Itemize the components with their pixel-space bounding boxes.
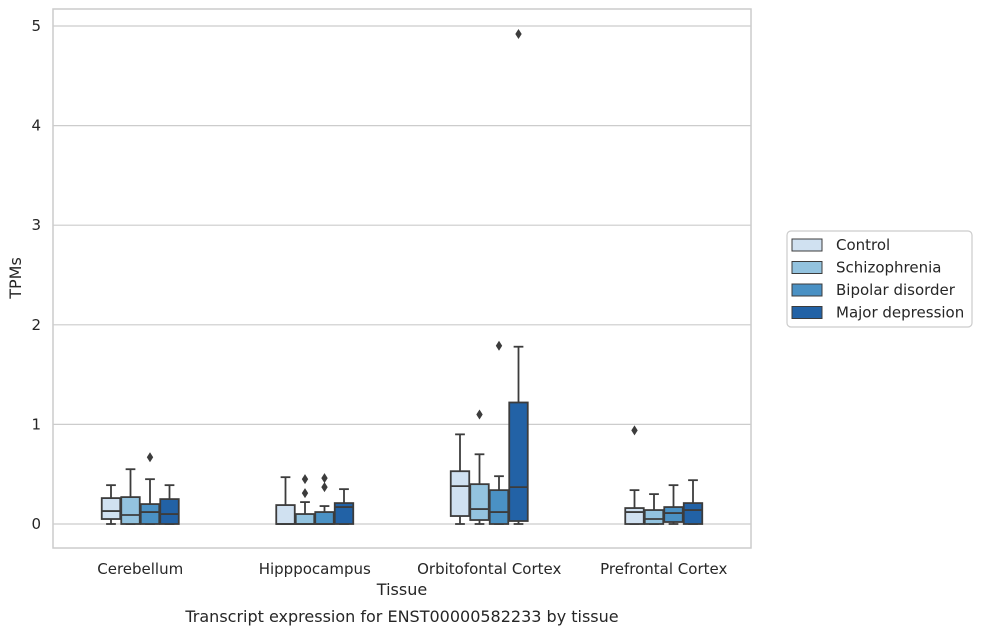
legend-swatch-2 [791,283,823,297]
legend-label-0: Control [836,236,890,254]
x-tick-label-0: Cerebellum [97,560,183,578]
box-3-2 [663,484,684,525]
outlier-point [476,409,483,420]
box-iqr [469,483,490,521]
outlier-point [301,488,309,499]
x-tick-label-2: Orbitofontal Cortex [417,560,561,578]
box-2-1 [469,409,490,525]
box-2-2 [488,340,510,525]
chart-caption: Transcript expression for ENST0000058223… [184,607,618,626]
y-axis-label: TPMs [6,257,25,300]
legend-swatch-1 [791,261,823,274]
plot-frame [52,8,752,549]
box-iqr [333,502,355,525]
box-3-0 [624,425,645,525]
outlier-point [146,452,154,463]
y-tick-label-4: 4 [31,117,41,135]
box-1-3 [333,488,355,525]
box-0-0 [100,484,122,525]
box-0-3 [159,484,180,525]
box-1-0 [275,476,296,525]
plot-background [53,9,751,548]
y-tick-label-0: 0 [31,515,41,533]
box-iqr [624,507,645,525]
y-tick-label-1: 1 [31,415,41,433]
boxes-layer [100,28,704,525]
legend-label-1: Schizophrenia [836,259,941,277]
box-3-1 [643,493,665,525]
box-iqr [488,489,510,525]
box-1-1 [294,474,316,525]
legend-label-2: Bipolar disorder [836,281,956,299]
outlier-point [321,482,328,493]
legend-swatch-3 [791,306,823,319]
box-iqr [139,503,161,525]
y-tick-label-3: 3 [31,216,41,234]
x-tick-label-1: Hipppocampus [259,560,371,578]
legend-label-3: Major depression [836,304,964,322]
box-iqr [275,504,296,525]
box-iqr [663,506,684,523]
box-iqr [159,498,180,525]
box-iqr [120,496,141,525]
y-tick-label-2: 2 [31,316,41,334]
x-tick-label-3: Prefrontal Cortex [600,560,727,578]
x-axis-label: Tissue [376,580,427,599]
legend: Control Schizophrenia Bipolar disorder Majo… [786,230,973,328]
outlier-point [495,340,503,351]
outlier-point [631,425,638,436]
box-iqr [100,497,122,520]
box-2-3 [508,28,529,525]
box-iqr [449,470,471,517]
x-tick-labels: Cerebellum Hipppocampus Orbitofontal Corte… [97,560,727,578]
box-iqr [314,511,335,525]
box-0-2 [139,452,161,525]
y-tick-label-5: 5 [31,17,41,35]
outlier-point [321,473,328,484]
legend-swatch-0 [791,238,823,252]
box-iqr [682,502,704,525]
box-0-1 [120,468,141,525]
box-iqr [643,509,665,525]
legend-frame [786,230,973,328]
outlier-point [301,474,309,485]
box-2-0 [449,433,471,525]
box-3-3 [682,479,704,525]
box-1-2 [314,473,335,525]
outlier-point [515,28,522,39]
y-tick-labels: 0 1 2 3 4 5 [31,17,41,533]
box-iqr [508,401,529,522]
box-iqr [294,513,316,525]
